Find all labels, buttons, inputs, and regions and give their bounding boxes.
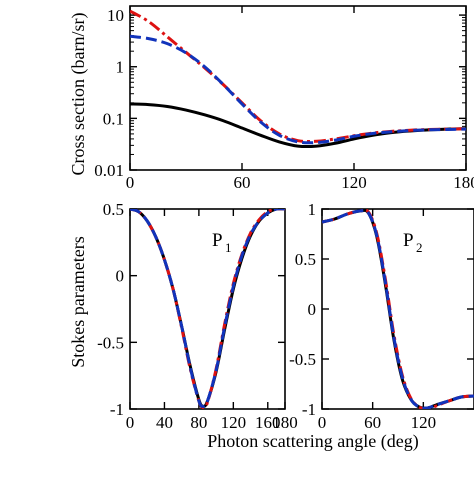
panel-label-subscript: 1 bbox=[225, 240, 232, 255]
series-line-red bbox=[130, 209, 285, 409]
y-tick-label: 10 bbox=[107, 6, 124, 25]
x-tick-label: 180 bbox=[272, 413, 298, 432]
panel-label: P bbox=[212, 230, 223, 251]
x-axis-title: Photon scattering angle (deg) bbox=[207, 431, 418, 452]
y-tick-label: 0.5 bbox=[103, 200, 124, 219]
plot-frame bbox=[129, 208, 286, 410]
panels: 0601201800.010.111004080120160180-1-0.50… bbox=[94, 5, 474, 432]
y-tick-label: 0.1 bbox=[103, 109, 124, 128]
y-tick-label: -0.5 bbox=[97, 333, 124, 352]
y-tick-label: 0 bbox=[116, 267, 125, 286]
y-tick-label: 1 bbox=[308, 200, 317, 219]
series-line-blue bbox=[130, 34, 466, 145]
series-group bbox=[322, 209, 474, 409]
panel-label-subscript: 2 bbox=[416, 240, 423, 255]
panel-label: P bbox=[403, 230, 414, 251]
x-tick-label: 120 bbox=[341, 173, 367, 192]
series-line-black bbox=[322, 209, 474, 409]
y-tick-label: 0.5 bbox=[295, 250, 316, 269]
series-line-blue bbox=[130, 209, 285, 408]
x-tick-label: 0 bbox=[126, 173, 135, 192]
series-group bbox=[130, 209, 285, 409]
plot-frame bbox=[129, 5, 467, 171]
x-tick-label: 120 bbox=[221, 413, 247, 432]
x-tick-label: 40 bbox=[156, 413, 173, 432]
x-tick-label: 60 bbox=[364, 413, 381, 432]
x-tick-label: 160 bbox=[255, 413, 281, 432]
panel-cross-section: 0 60 120 180 0.01 0.1 1 10 bbox=[94, 5, 474, 192]
x-tick-label: 60 bbox=[234, 173, 251, 192]
y-tick-label: 0.01 bbox=[94, 161, 124, 180]
y-axis-title-stokes: Stokes parameters bbox=[68, 236, 88, 367]
y-tick-label: 1 bbox=[116, 58, 125, 77]
x-tick-label: 120 bbox=[411, 413, 437, 432]
y-tick-label: -0.5 bbox=[289, 350, 316, 369]
series-line-red bbox=[130, 9, 466, 144]
x-tick-label: 0 bbox=[126, 413, 135, 432]
plot-frame bbox=[321, 208, 474, 410]
y-tick-label: -1 bbox=[302, 400, 316, 419]
x-tick-label: 180 bbox=[453, 173, 474, 192]
series-line-black bbox=[130, 209, 285, 408]
series-line-blue bbox=[322, 209, 474, 409]
series-group bbox=[130, 9, 466, 149]
x-tick-label: 0 bbox=[318, 413, 327, 432]
panel-p2: 0 60 120 -1 -0.5 0 0.5 1 P 2 bbox=[289, 200, 474, 432]
y-axis-title-cross-section: Cross section (barn/sr) bbox=[68, 13, 89, 176]
y-tick-label: -1 bbox=[110, 400, 124, 419]
y-tick-label: 0 bbox=[308, 300, 317, 319]
x-tick-label: 80 bbox=[190, 413, 207, 432]
series-line-red bbox=[322, 209, 474, 409]
